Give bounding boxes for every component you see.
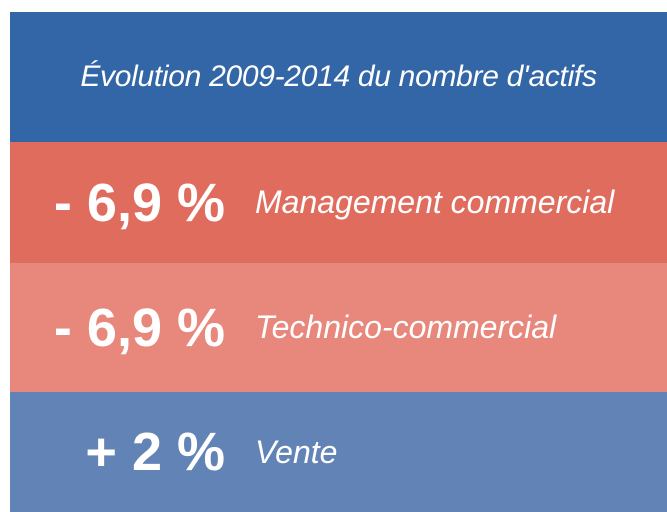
row-value: + 2 % <box>85 422 225 482</box>
row: + 2 % Vente <box>10 392 667 512</box>
row-label: Vente <box>255 433 338 470</box>
row-value: - 6,9 % <box>53 297 225 358</box>
row-label: Technico-commercial <box>255 309 557 345</box>
row: - 6,9 % Technico-commercial <box>10 263 667 392</box>
title: Évolution 2009-2014 du nombre d'actifs <box>80 60 597 93</box>
row: - 6,9 % Management commercial <box>10 142 667 263</box>
row-label: Management commercial <box>255 184 615 220</box>
header: Évolution 2009-2014 du nombre d'actifs <box>10 12 667 142</box>
row-value: - 6,9 % <box>53 172 225 233</box>
